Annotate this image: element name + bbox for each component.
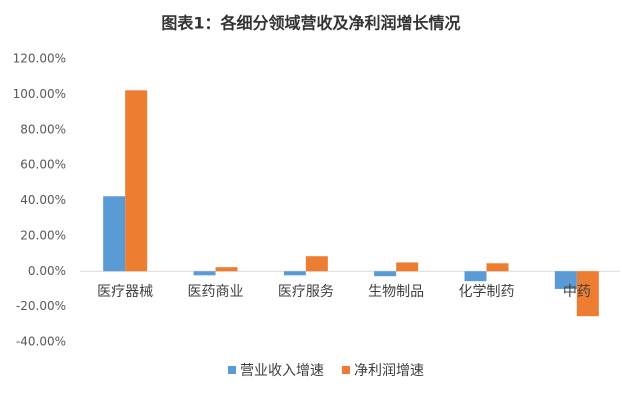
bar (554, 271, 577, 289)
legend-swatch (342, 366, 350, 374)
y-tick-label: 100.00% (13, 87, 66, 101)
x-tick-label: 化学制药 (459, 284, 515, 300)
y-tick-label: 120.00% (13, 52, 66, 66)
bar (396, 262, 419, 272)
legend-label: 净利润增速 (354, 363, 424, 379)
legend-swatch (228, 366, 236, 374)
bar (576, 271, 599, 317)
x-tick-label: 医疗器械 (97, 284, 153, 300)
x-tick-label: 医疗服务 (278, 284, 334, 300)
bar (125, 90, 148, 272)
y-tick-label: 0.00% (28, 264, 66, 278)
y-tick-label: -20.00% (16, 299, 66, 313)
chart-title: 图表1：各细分领域营收及净利润增长情况 (161, 14, 460, 33)
y-tick-label: 60.00% (20, 158, 66, 172)
legend-label: 营业收入增速 (240, 363, 324, 379)
bar (103, 196, 126, 272)
y-tick-label: 80.00% (20, 122, 66, 136)
x-tick-label: 中药 (563, 284, 591, 300)
bar (193, 271, 216, 276)
bar (464, 271, 487, 282)
bar (283, 271, 306, 276)
bar (374, 271, 397, 277)
bar (486, 263, 509, 272)
x-tick-label: 生物制品 (368, 284, 424, 300)
bar (305, 256, 328, 272)
y-tick-label: -40.00% (16, 335, 66, 349)
x-tick-label: 医药商业 (188, 284, 244, 300)
y-tick-label: 20.00% (20, 228, 66, 242)
y-tick-label: 40.00% (20, 193, 66, 207)
bar (215, 267, 238, 272)
